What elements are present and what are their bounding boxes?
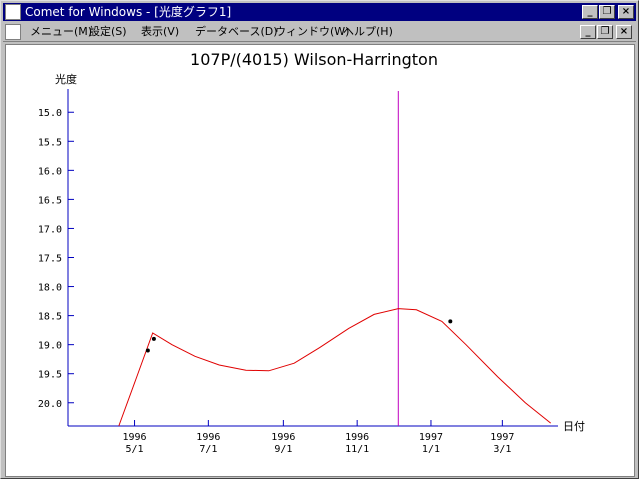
x-tick-date: 3/1	[493, 444, 511, 455]
x-tick-year: 1996	[196, 432, 220, 443]
menu-settings[interactable]: 設定(S)	[89, 25, 127, 38]
menu-window[interactable]: ウィンドウ(W)	[275, 25, 350, 38]
restore-button[interactable]: ❐	[599, 5, 615, 19]
title-bar[interactable]: Comet for Windows - [光度グラフ1] _ ❐ ×	[3, 3, 636, 21]
x-tick-date: 5/1	[126, 444, 144, 455]
menu-database[interactable]: データベース(D)	[195, 25, 278, 38]
y-tick-label: 18.0	[38, 283, 62, 294]
close-button[interactable]: ×	[618, 5, 634, 19]
x-tick-year: 1996	[345, 432, 369, 443]
y-tick-label: 20.0	[38, 399, 62, 410]
window-title: Comet for Windows - [光度グラフ1]	[25, 5, 232, 19]
child-minimize-button[interactable]: _	[580, 25, 596, 39]
minimize-button[interactable]: _	[582, 5, 598, 19]
y-tick-label: 17.0	[38, 224, 62, 235]
chart-title: 107P/(4015) Wilson-Harrington	[190, 50, 438, 69]
x-tick-year: 1996	[122, 432, 146, 443]
y-axis-label: 光度	[55, 72, 77, 86]
brightness-curve	[118, 308, 552, 427]
x-tick-date: 1/1	[422, 444, 440, 455]
brightness-chart: 107P/(4015) Wilson-Harrington 光度 日付 15.0…	[38, 50, 585, 455]
x-tick-date: 9/1	[274, 444, 292, 455]
x-tick-year: 1996	[271, 432, 295, 443]
y-tick-label: 17.5	[38, 254, 62, 265]
graph-area: 107P/(4015) Wilson-Harrington 光度 日付 15.0…	[5, 44, 635, 477]
y-tick-label: 18.5	[38, 312, 62, 323]
x-tick-year: 1997	[490, 432, 514, 443]
app-icon[interactable]	[5, 4, 21, 20]
observation-point	[151, 336, 156, 341]
menu-view[interactable]: 表示(V)	[141, 25, 180, 38]
x-tick-date: 7/1	[199, 444, 217, 455]
child-close-button[interactable]: ×	[616, 25, 632, 39]
y-tick-label: 19.0	[38, 341, 62, 352]
menu-bar: メニュー(M) 設定(S) 表示(V) データベース(D) ウィンドウ(W) ヘ…	[3, 22, 636, 42]
observation-point	[145, 348, 150, 353]
x-tick-year: 1997	[419, 432, 443, 443]
x-tick-date: 11/1	[345, 444, 369, 455]
child-restore-button[interactable]: ❐	[597, 25, 613, 39]
menu-main[interactable]: メニュー(M)	[30, 25, 93, 38]
y-tick-label: 16.0	[38, 166, 62, 177]
document-icon[interactable]	[5, 24, 21, 40]
menu-help[interactable]: ヘルプ(H)	[343, 25, 393, 38]
y-tick-label: 16.5	[38, 195, 62, 206]
y-tick-label: 15.5	[38, 137, 62, 148]
y-tick-label: 15.0	[38, 108, 62, 119]
y-tick-label: 19.5	[38, 370, 62, 381]
observation-point	[448, 319, 453, 324]
x-axis-label: 日付	[563, 420, 585, 433]
